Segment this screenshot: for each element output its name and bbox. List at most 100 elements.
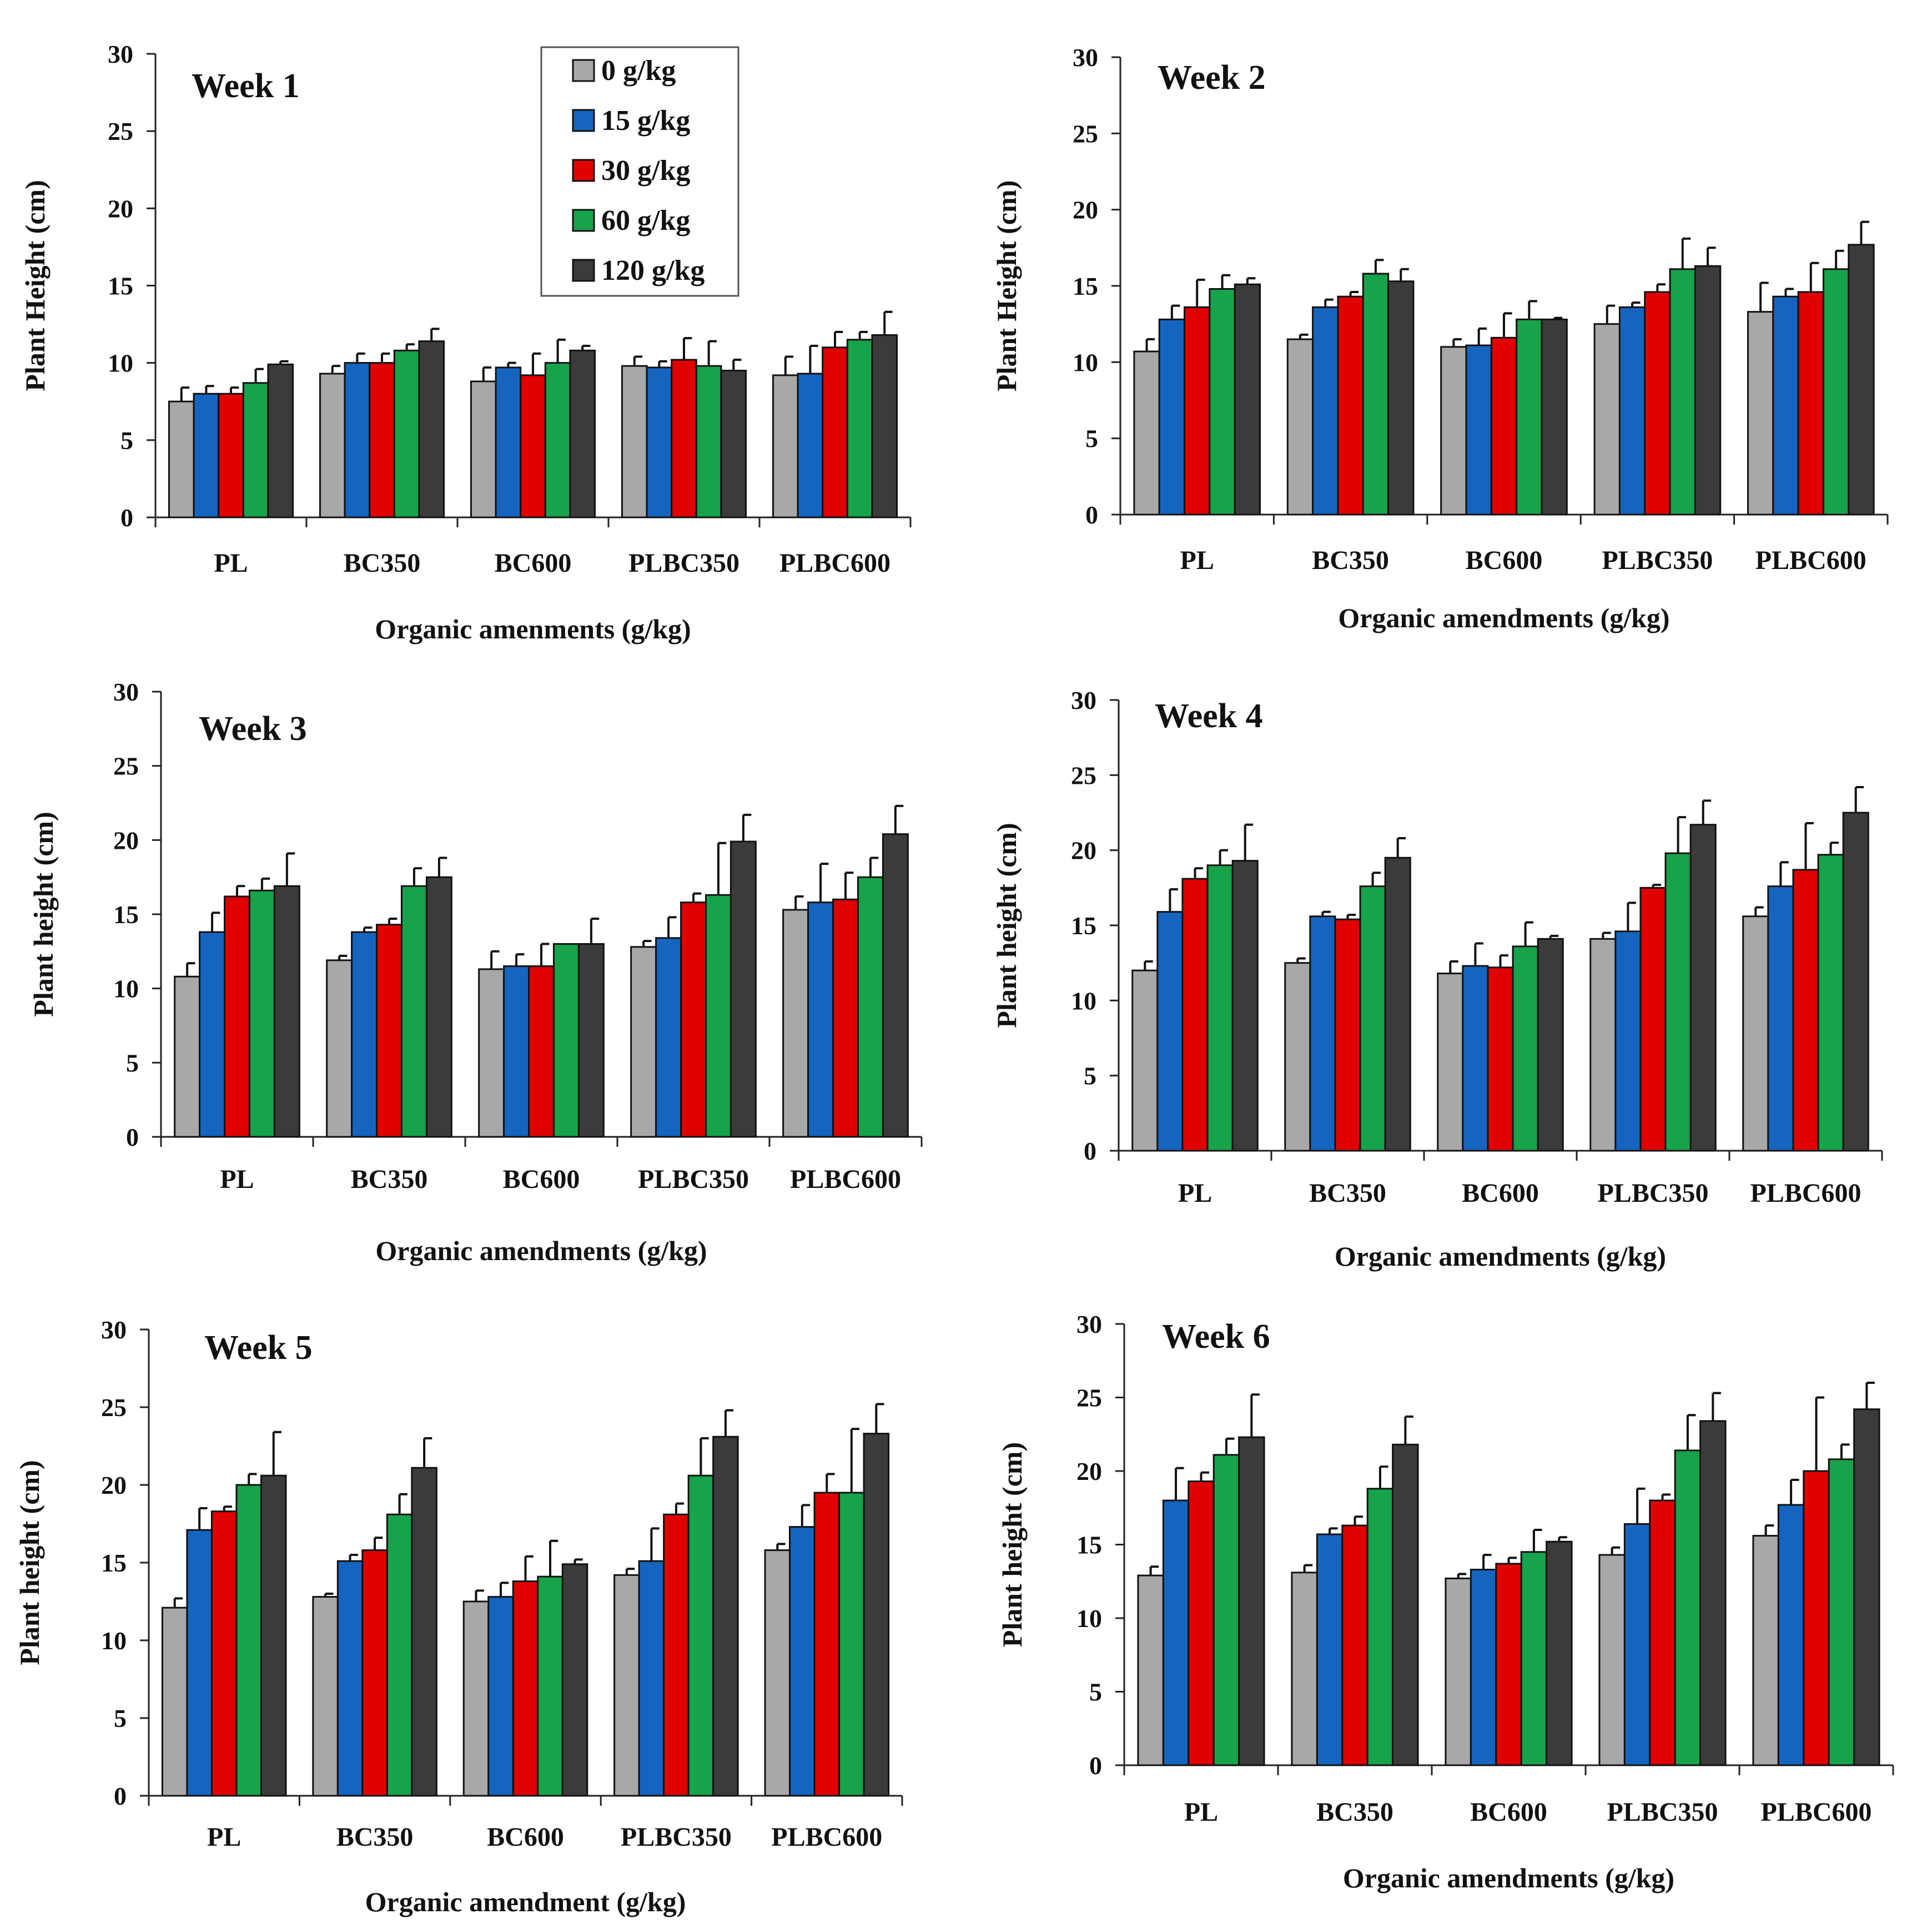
- y-tick-label: 20: [1071, 837, 1096, 865]
- y-tick-label: 5: [1085, 425, 1098, 453]
- bar-plbc350-30gkg: [1644, 291, 1671, 516]
- y-tick-label: 30: [1076, 1310, 1102, 1338]
- bar-bc350-15gkg: [1316, 1533, 1344, 1766]
- bar-plbc350-15gkg: [1618, 306, 1646, 516]
- bar-bc350-30gkg: [1334, 918, 1361, 1152]
- bar-pl-120gkg: [260, 1474, 287, 1797]
- y-tick-label: 30: [1071, 686, 1096, 714]
- bar-plbc600-60gkg: [846, 339, 873, 518]
- bar-bc600-30gkg: [512, 1580, 539, 1797]
- x-axis-label: Organic amendments (g/kg): [1343, 1862, 1674, 1893]
- bar-pl-120gkg: [1234, 283, 1261, 516]
- bar-plbc600-15gkg: [789, 1526, 816, 1797]
- bar-plbc350-15gkg: [1623, 1523, 1651, 1766]
- bar-bc600-15gkg: [487, 1596, 514, 1797]
- bar-bc350-30gkg: [1337, 295, 1364, 516]
- bar-bc600-30gkg: [1487, 966, 1514, 1152]
- bar-bc600-60gkg: [552, 943, 580, 1138]
- bar-pl-60gkg: [1206, 864, 1234, 1152]
- category-label: PLBC600: [1750, 1178, 1861, 1208]
- y-tick-label: 30: [108, 40, 133, 68]
- bar-pl-30gkg: [1181, 878, 1209, 1152]
- y-tick-label: 20: [1073, 196, 1098, 224]
- bar-plbc600-30gkg: [813, 1492, 841, 1797]
- bar-bc350-120gkg: [1387, 280, 1415, 516]
- y-tick-label: 10: [108, 349, 133, 377]
- y-tick-label: 15: [1073, 272, 1098, 300]
- bar-bc600-0gkg: [1445, 1577, 1472, 1766]
- category-label: BC350: [1309, 1178, 1386, 1208]
- bar-plbc350-120gkg: [720, 370, 747, 518]
- bar-bc600-120gkg: [577, 943, 605, 1138]
- bar-plbc600-30gkg: [1803, 1470, 1830, 1766]
- legend-label: 120 g/kg: [601, 255, 705, 286]
- category-label: PLBC600: [790, 1165, 901, 1194]
- bar-pl-60gkg: [242, 382, 269, 518]
- bar-pl-15gkg: [1162, 1499, 1190, 1766]
- bar-pl-120gkg: [1231, 860, 1259, 1152]
- bar-plbc600-120gkg: [1853, 1408, 1880, 1766]
- y-axis-label: Plant height (cm): [997, 1442, 1028, 1647]
- bar-bc350-30gkg: [1341, 1524, 1368, 1766]
- bar-bc600-30gkg: [1490, 336, 1518, 516]
- y-tick-label: 30: [113, 678, 139, 706]
- y-tick-label: 30: [101, 1316, 127, 1344]
- bar-bc350-15gkg: [336, 1560, 364, 1797]
- bar-bc350-15gkg: [1312, 306, 1339, 516]
- category-label: BC600: [1462, 1178, 1539, 1208]
- category-label: PL: [1178, 1178, 1212, 1208]
- bar-bc350-120gkg: [411, 1467, 437, 1797]
- bar-plbc600-30gkg: [1792, 869, 1819, 1152]
- category-label: PLBC350: [621, 1822, 732, 1852]
- bar-plbc350-15gkg: [655, 937, 682, 1138]
- bar-pl-120gkg: [273, 885, 300, 1138]
- bar-pl-30gkg: [210, 1510, 238, 1797]
- chart-title: Week 4: [1155, 697, 1263, 735]
- category-label: PL: [1180, 546, 1214, 575]
- x-axis-label: Organic amendment (g/kg): [365, 1886, 686, 1917]
- bar-plbc350-0gkg: [1593, 323, 1621, 516]
- category-label: BC600: [495, 548, 572, 578]
- bar-bc600-15gkg: [1470, 1569, 1497, 1766]
- y-axis-label: Plant Height (cm): [991, 180, 1022, 391]
- bar-plbc600-15gkg: [1772, 295, 1799, 516]
- bar-plbc600-120gkg: [882, 833, 909, 1138]
- bar-plbc350-60gkg: [1669, 268, 1696, 516]
- y-tick-label: 20: [108, 194, 133, 223]
- bar-plbc350-120gkg: [1689, 824, 1717, 1152]
- legend-swatch: [572, 59, 595, 82]
- category-label: BC600: [487, 1822, 564, 1852]
- bar-bc600-60gkg: [537, 1575, 564, 1797]
- bar-pl-0gkg: [161, 1606, 188, 1797]
- y-tick-label: 15: [108, 272, 133, 300]
- bar-plbc600-30gkg: [832, 898, 859, 1138]
- bar-plbc600-30gkg: [822, 346, 848, 518]
- bar-plbc600-0gkg: [1742, 915, 1769, 1152]
- bar-bc600-0gkg: [478, 968, 505, 1138]
- bar-plbc350-60gkg: [687, 1474, 715, 1797]
- bar-bc350-60gkg: [1366, 1488, 1394, 1766]
- bar-plbc600-60gkg: [1817, 854, 1844, 1152]
- bar-bc350-30gkg: [376, 924, 402, 1138]
- y-tick-label: 20: [113, 826, 139, 854]
- y-tick-label: 25: [113, 752, 139, 780]
- bar-pl-60gkg: [1209, 288, 1236, 516]
- bar-plbc600-0gkg: [772, 374, 799, 518]
- bar-pl-0gkg: [1131, 969, 1159, 1152]
- bar-plbc600-120gkg: [1848, 244, 1875, 516]
- x-axis-label: Organic amendments (g/kg): [1335, 1241, 1666, 1272]
- bar-plbc350-0gkg: [613, 1574, 640, 1797]
- y-tick-label: 10: [113, 975, 139, 1003]
- bar-plbc350-0gkg: [621, 365, 648, 518]
- y-tick-label: 10: [1073, 348, 1098, 376]
- bar-plbc350-30gkg: [680, 901, 707, 1138]
- bar-bc600-30gkg: [1495, 1563, 1522, 1766]
- y-tick-label: 5: [126, 1049, 139, 1077]
- bar-plbc600-15gkg: [797, 372, 824, 518]
- y-axis-label: Plant height (cm): [28, 812, 59, 1016]
- bar-pl-0gkg: [1137, 1574, 1164, 1766]
- bar-bc350-120gkg: [425, 876, 452, 1138]
